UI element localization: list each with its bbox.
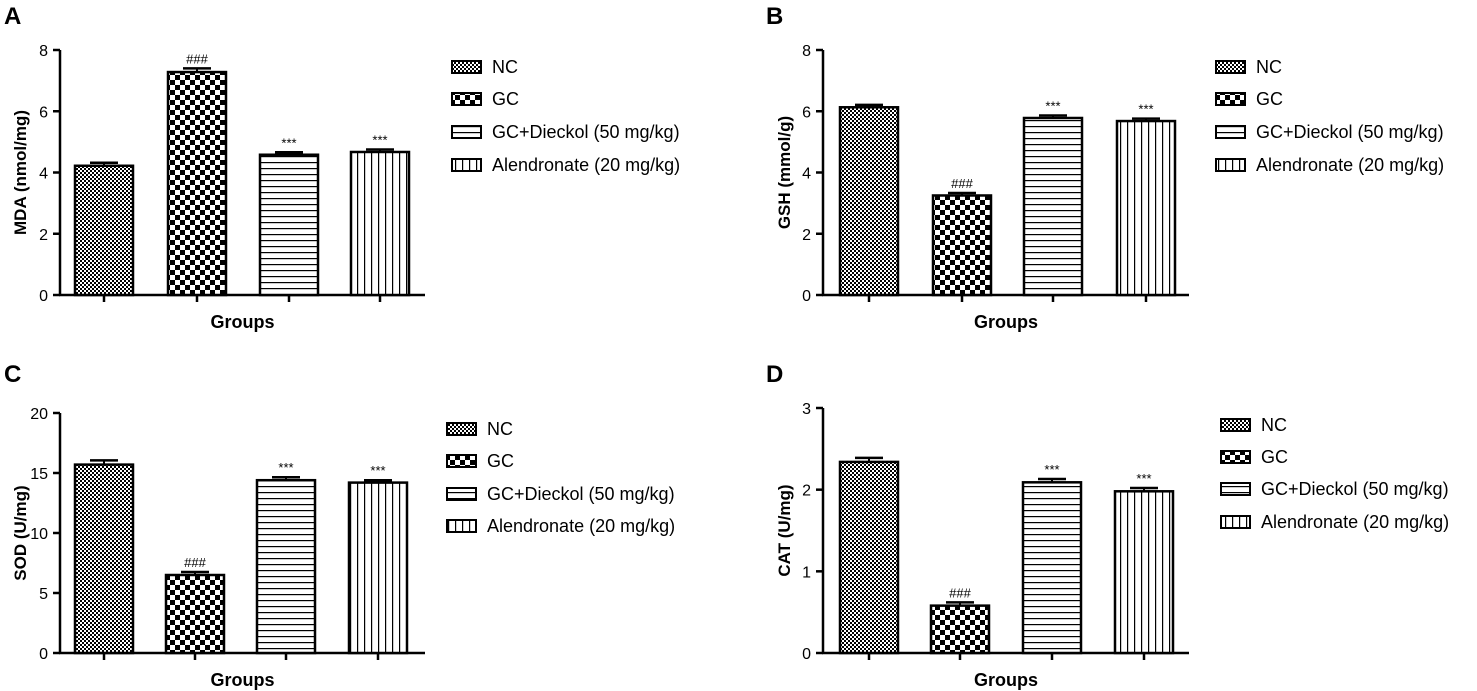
y-axis-label: CAT (U/mg) xyxy=(775,484,794,576)
y-tick-label: 8 xyxy=(39,43,48,60)
y-tick-label: 2 xyxy=(39,227,48,244)
panel-b: B 0 2 4 6 8 GSH (mmol/g) Groups ### *** *** NC GC GC+… xyxy=(766,3,1444,332)
legend-swatch xyxy=(451,92,482,106)
legend-swatch xyxy=(446,487,477,501)
significance-label: ### xyxy=(184,555,206,570)
legend-label: NC xyxy=(492,57,518,77)
bar-3 xyxy=(1022,116,1084,297)
legend-swatch xyxy=(1220,418,1251,432)
legend-swatch xyxy=(446,422,477,436)
y-tick-label: 0 xyxy=(802,646,811,663)
bar-1 xyxy=(838,460,900,655)
legend-swatch xyxy=(451,60,482,74)
legend-swatch xyxy=(446,454,477,468)
y-tick-label: 5 xyxy=(39,586,48,603)
legend-label: GC+Dieckol (50 mg/kg) xyxy=(487,484,675,504)
y-tick-label: 4 xyxy=(39,166,48,183)
panel-letter: D xyxy=(766,361,783,388)
y-tick-label: 10 xyxy=(30,526,48,543)
bar-4 xyxy=(1113,490,1175,655)
y-tick-label: 6 xyxy=(39,104,48,121)
panel-letter: A xyxy=(4,3,21,30)
y-tick-label: 0 xyxy=(39,288,48,305)
legend-label: GC+Dieckol (50 mg/kg) xyxy=(1261,479,1449,499)
panel-c: C 0 5 10 15 20 SOD (U/mg) Groups ### *** *** NC GC GC… xyxy=(4,361,675,690)
y-axis-label: MDA (nmol/mg) xyxy=(11,110,30,235)
panel-letter: C xyxy=(4,361,21,388)
y-tick-label: 0 xyxy=(39,646,48,663)
significance-label: *** xyxy=(372,133,387,148)
legend-swatch xyxy=(451,158,482,172)
bar-2 xyxy=(164,573,226,655)
x-axis-label: Groups xyxy=(974,670,1038,690)
legend-label: GC+Dieckol (50 mg/kg) xyxy=(492,122,680,142)
legend-label: Alendronate (20 mg/kg) xyxy=(492,155,680,175)
legend-label: Alendronate (20 mg/kg) xyxy=(1256,155,1444,175)
bar-2 xyxy=(929,604,991,655)
legend-label: Alendronate (20 mg/kg) xyxy=(1261,512,1449,532)
bar-1 xyxy=(838,106,900,297)
panel-a: A 0 2 4 6 8 MDA (nmol/mg) Groups ### *** *** NC GC GC… xyxy=(4,3,680,332)
significance-label: *** xyxy=(1044,462,1059,477)
legend-swatch xyxy=(451,125,482,139)
bar-2 xyxy=(166,70,228,297)
legend-label: GC xyxy=(492,89,519,109)
significance-label: *** xyxy=(1136,471,1151,486)
significance-label: *** xyxy=(281,135,296,150)
bar-2 xyxy=(931,194,993,297)
bar-4 xyxy=(347,481,409,655)
legend-label: GC xyxy=(1261,447,1288,467)
y-axis-label: GSH (mmol/g) xyxy=(775,116,794,229)
significance-label: *** xyxy=(370,463,385,478)
significance-label: ### xyxy=(951,176,973,191)
bar-3 xyxy=(258,153,320,297)
panel-letter: B xyxy=(766,3,783,30)
y-tick-label: 3 xyxy=(802,401,811,418)
panel-d: D 0 1 2 3 CAT (U/mg) Groups ### *** *** NC GC GC+Die… xyxy=(766,361,1449,690)
legend-swatch xyxy=(1215,92,1246,106)
legend-label: NC xyxy=(1256,57,1282,77)
legend-swatch xyxy=(1215,60,1246,74)
legend-label: GC xyxy=(1256,89,1283,109)
y-tick-label: 6 xyxy=(802,104,811,121)
y-tick-label: 4 xyxy=(802,166,811,183)
legend-label: GC+Dieckol (50 mg/kg) xyxy=(1256,122,1444,142)
x-axis-label: Groups xyxy=(974,312,1038,332)
bar-1 xyxy=(73,463,135,655)
significance-label: *** xyxy=(1045,99,1060,114)
y-tick-label: 20 xyxy=(30,406,48,423)
y-tick-label: 15 xyxy=(30,466,48,483)
legend-swatch xyxy=(1215,125,1246,139)
bar-1 xyxy=(73,164,135,297)
bar-3 xyxy=(1021,481,1083,655)
x-axis-label: Groups xyxy=(210,670,274,690)
significance-label: ### xyxy=(186,51,208,66)
legend-swatch xyxy=(1220,515,1251,529)
legend-label: NC xyxy=(1261,415,1287,435)
bar-4 xyxy=(349,150,411,297)
y-axis-label: SOD (U/mg) xyxy=(11,485,30,580)
y-tick-label: 1 xyxy=(802,564,811,581)
significance-label: ### xyxy=(949,585,971,600)
x-axis-label: Groups xyxy=(210,312,274,332)
legend-swatch xyxy=(1220,450,1251,464)
legend-label: Alendronate (20 mg/kg) xyxy=(487,516,675,536)
bar-4 xyxy=(1115,119,1177,297)
legend-swatch xyxy=(446,519,477,533)
legend-swatch xyxy=(1215,158,1246,172)
significance-label: *** xyxy=(278,460,293,475)
y-tick-label: 2 xyxy=(802,227,811,244)
legend-label: NC xyxy=(487,419,513,439)
legend-label: GC xyxy=(487,451,514,471)
legend-swatch xyxy=(1220,482,1251,496)
significance-label: *** xyxy=(1138,102,1153,117)
y-tick-label: 8 xyxy=(802,43,811,60)
y-tick-label: 0 xyxy=(802,288,811,305)
bar-3 xyxy=(255,478,317,655)
y-tick-label: 2 xyxy=(802,483,811,500)
